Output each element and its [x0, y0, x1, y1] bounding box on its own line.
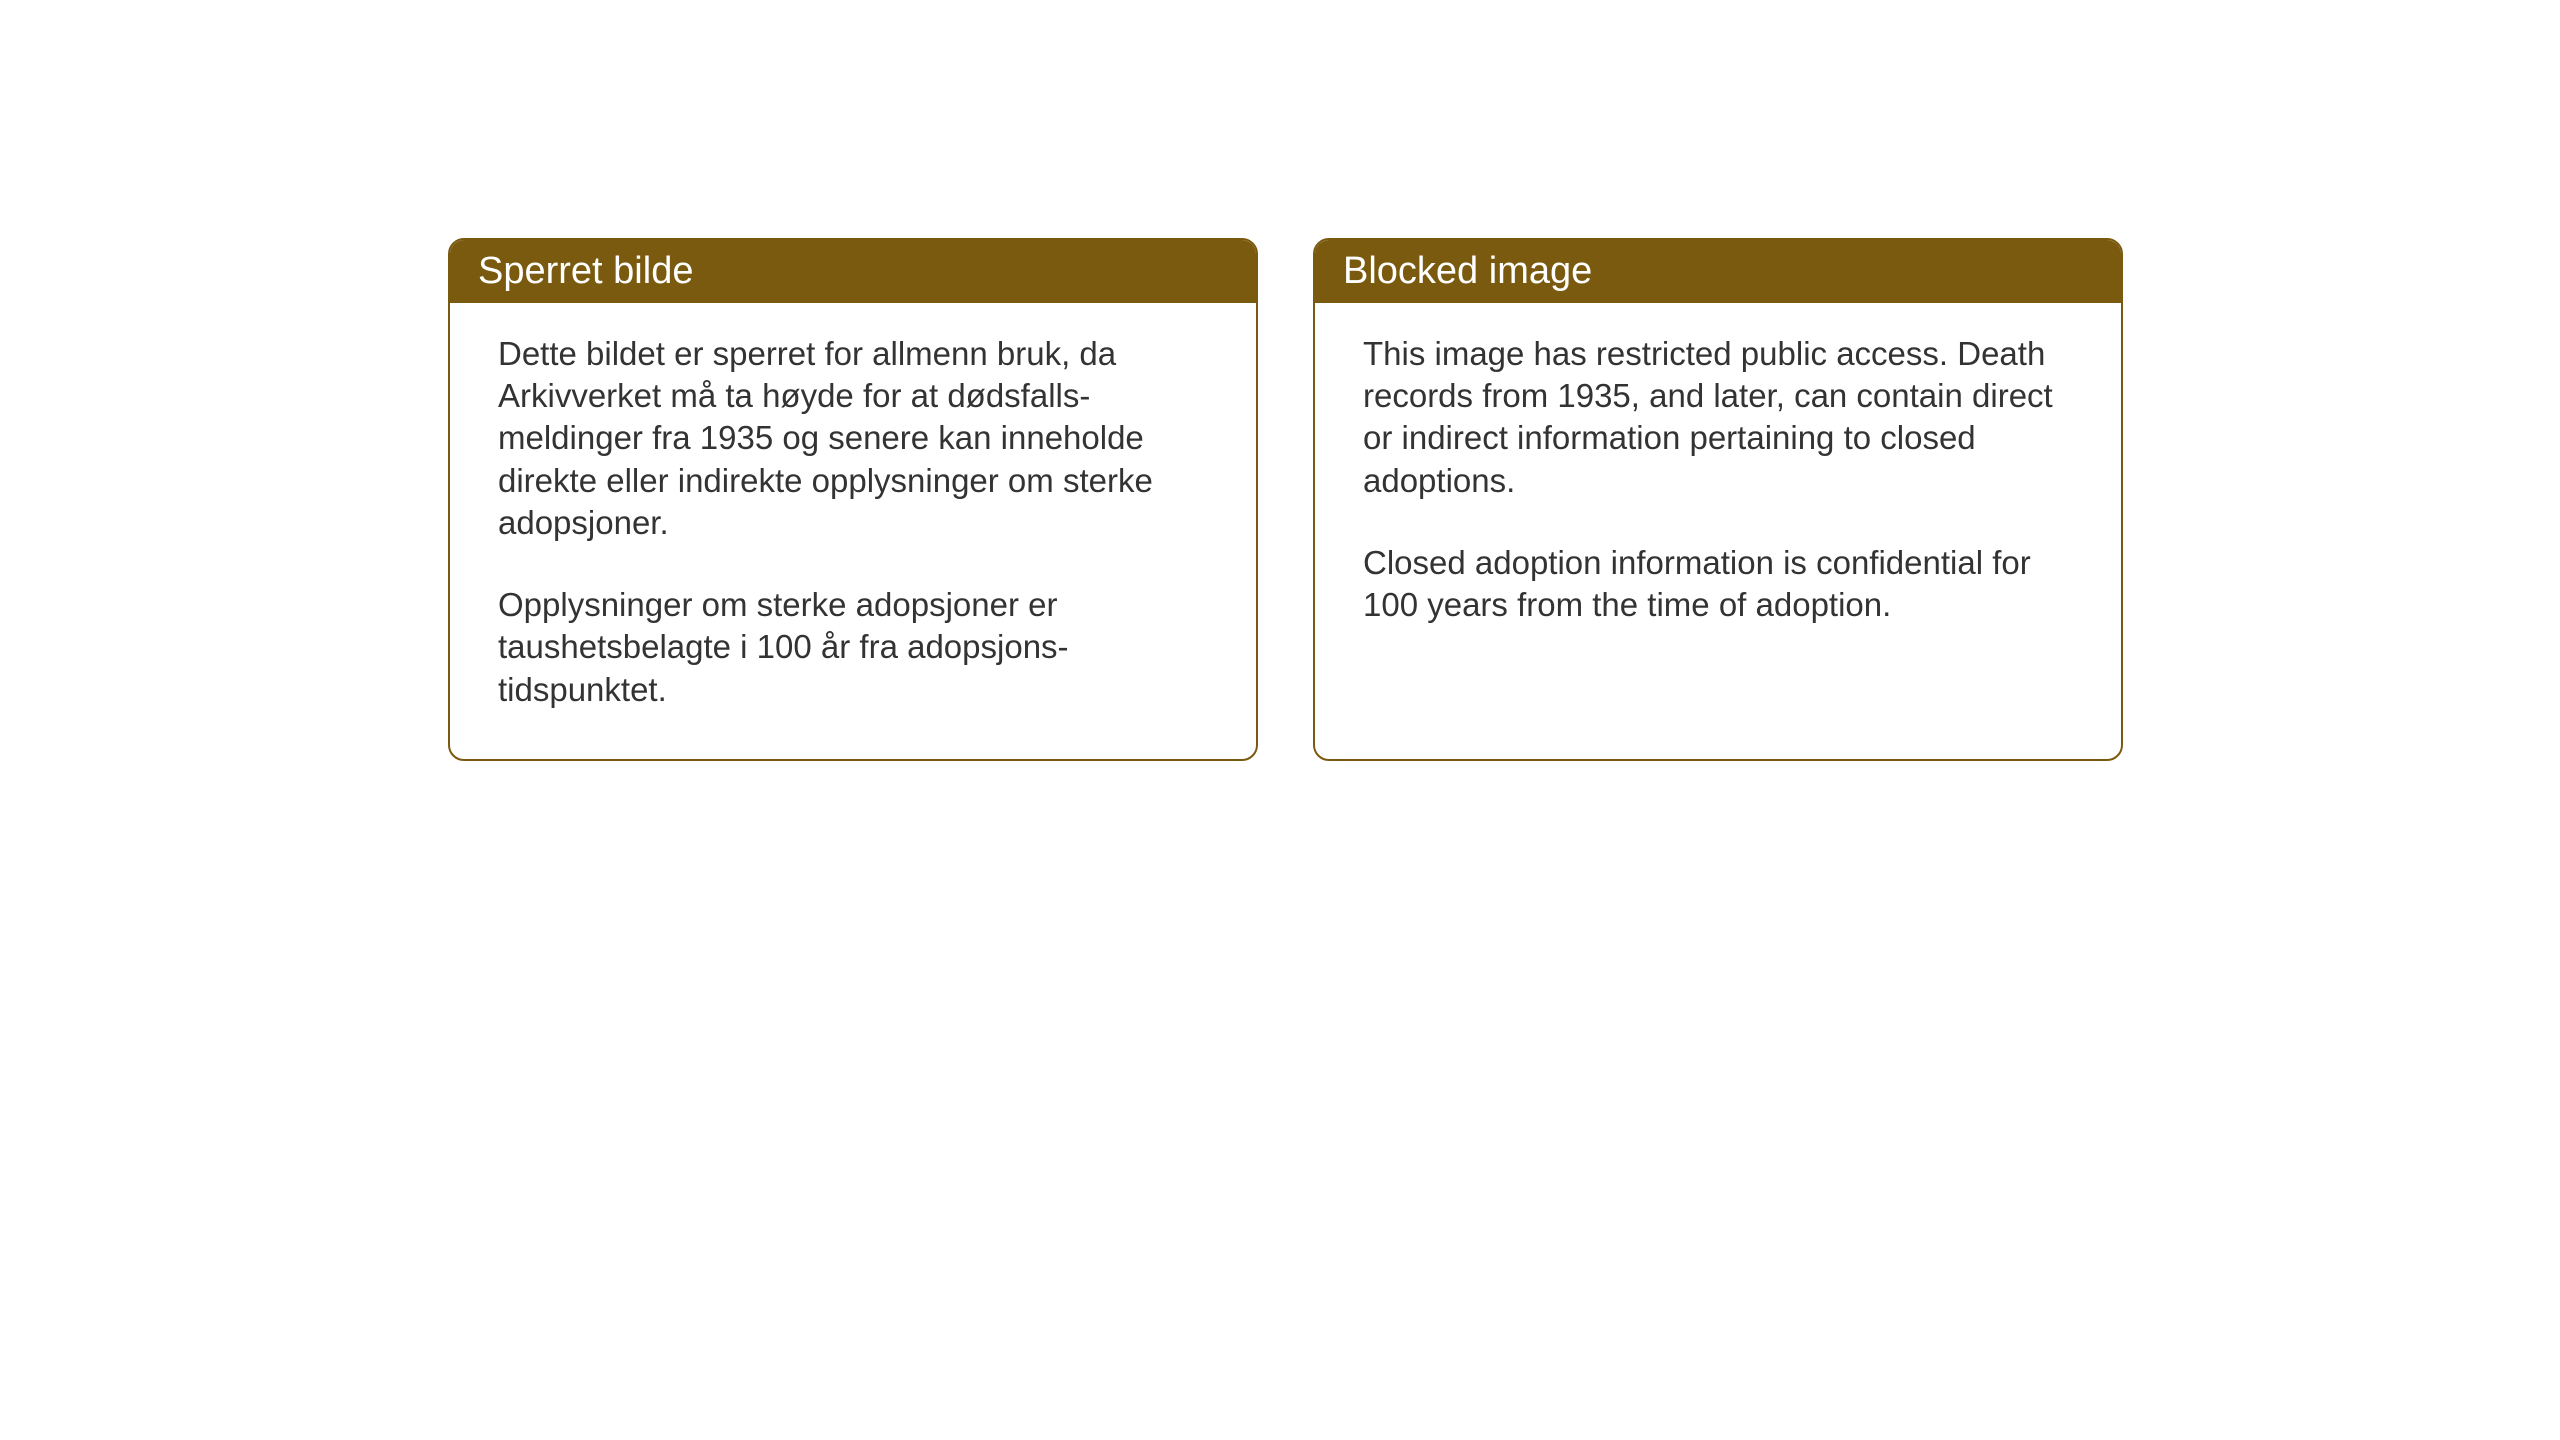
card-paragraph1-english: This image has restricted public access.… [1363, 333, 2073, 502]
card-body-norwegian: Dette bildet er sperret for allmenn bruk… [450, 303, 1256, 759]
card-title-norwegian: Sperret bilde [478, 250, 693, 292]
card-title-english: Blocked image [1343, 250, 1592, 292]
card-body-english: This image has restricted public access.… [1315, 303, 2121, 674]
cards-container: Sperret bilde Dette bildet er sperret fo… [448, 238, 2123, 761]
card-paragraph2-norwegian: Opplysninger om sterke adopsjoner er tau… [498, 584, 1208, 711]
card-header-norwegian: Sperret bilde [450, 240, 1256, 303]
card-english: Blocked image This image has restricted … [1313, 238, 2123, 761]
card-paragraph2-english: Closed adoption information is confident… [1363, 542, 2073, 626]
card-paragraph1-norwegian: Dette bildet er sperret for allmenn bruk… [498, 333, 1208, 544]
card-header-english: Blocked image [1315, 240, 2121, 303]
card-norwegian: Sperret bilde Dette bildet er sperret fo… [448, 238, 1258, 761]
